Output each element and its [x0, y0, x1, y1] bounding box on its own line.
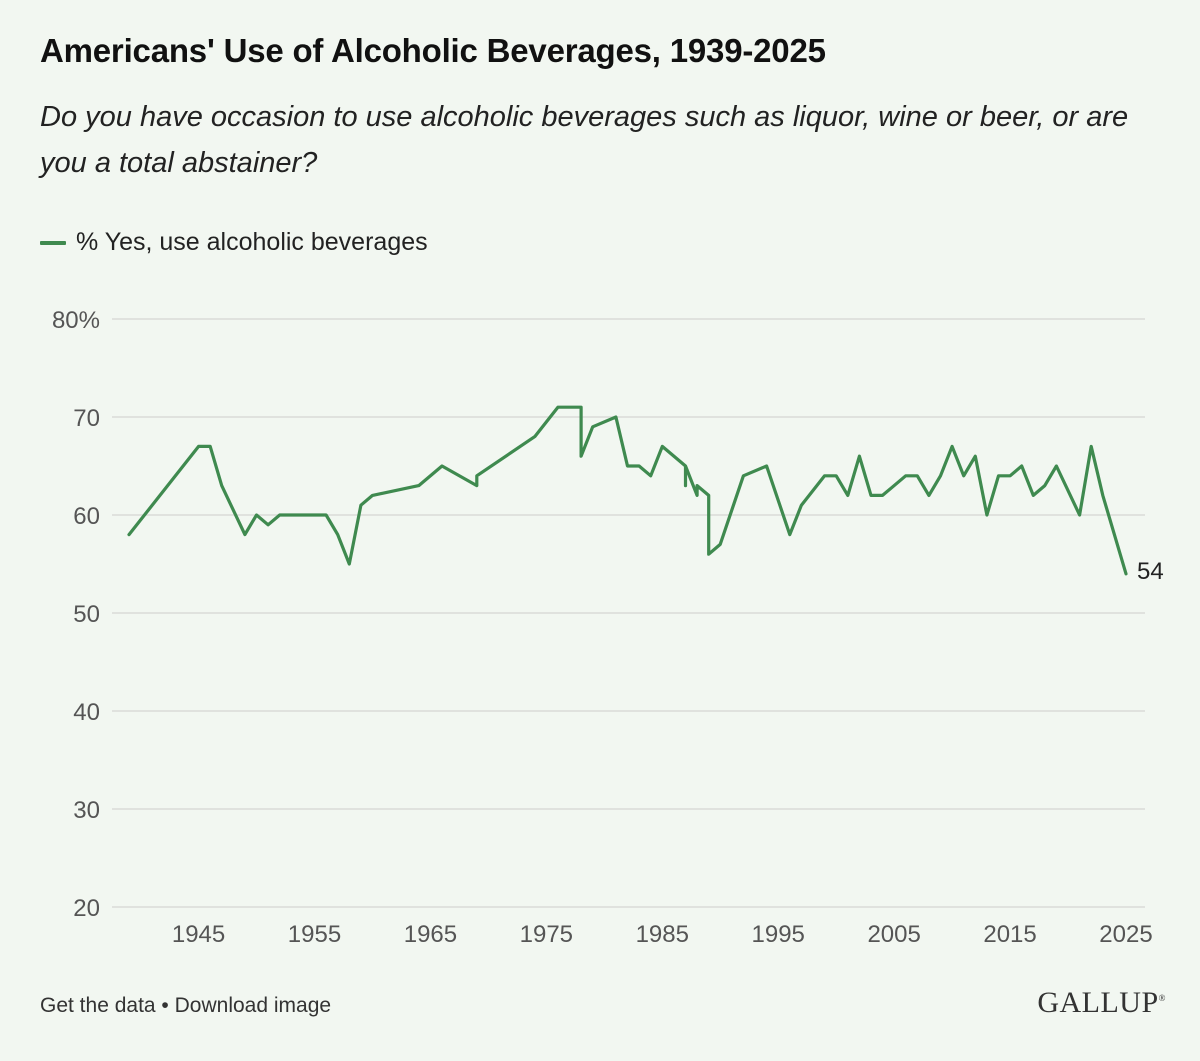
chart-subtitle: Do you have occasion to use alcoholic be…: [40, 101, 1129, 179]
legend-swatch: [40, 240, 66, 245]
y-tick-label: 70: [73, 405, 100, 432]
x-tick-label: 1975: [520, 921, 573, 948]
y-tick-label: 50: [73, 601, 100, 628]
x-tick-label: 2005: [867, 921, 920, 948]
x-tick-label: 1945: [172, 921, 225, 948]
series-line: [127, 405, 1128, 576]
download-image-link[interactable]: Download image: [174, 994, 332, 1017]
get-data-link[interactable]: Get the data: [40, 994, 156, 1017]
footer-links: Get the data • Download image: [40, 994, 331, 1018]
chart-title: Americans' Use of Alcoholic Beverages, 1…: [40, 32, 826, 69]
x-tick-label: 1955: [288, 921, 341, 948]
y-tick-label: 60: [73, 503, 100, 530]
footer-separator: •: [155, 994, 175, 1017]
legend: % Yes, use alcoholic beverages: [40, 228, 428, 257]
gallup-logo: GALLUP®: [1037, 986, 1166, 1020]
x-tick-label: 1985: [636, 921, 689, 948]
x-tick-label: 2025: [1099, 921, 1152, 948]
logo-text: GALLUP: [1037, 986, 1159, 1019]
y-tick-label: 30: [73, 797, 100, 824]
x-tick-label: 1995: [752, 921, 805, 948]
y-tick-label: 20: [73, 895, 100, 922]
y-tick-label: 40: [73, 699, 100, 726]
logo-registered-mark: ®: [1158, 993, 1166, 1003]
x-tick-label: 1965: [404, 921, 457, 948]
end-value-label: 54: [1137, 558, 1164, 585]
x-tick-label: 2015: [983, 921, 1036, 948]
legend-label: % Yes, use alcoholic beverages: [76, 228, 428, 256]
y-tick-label: 80%: [52, 307, 100, 334]
